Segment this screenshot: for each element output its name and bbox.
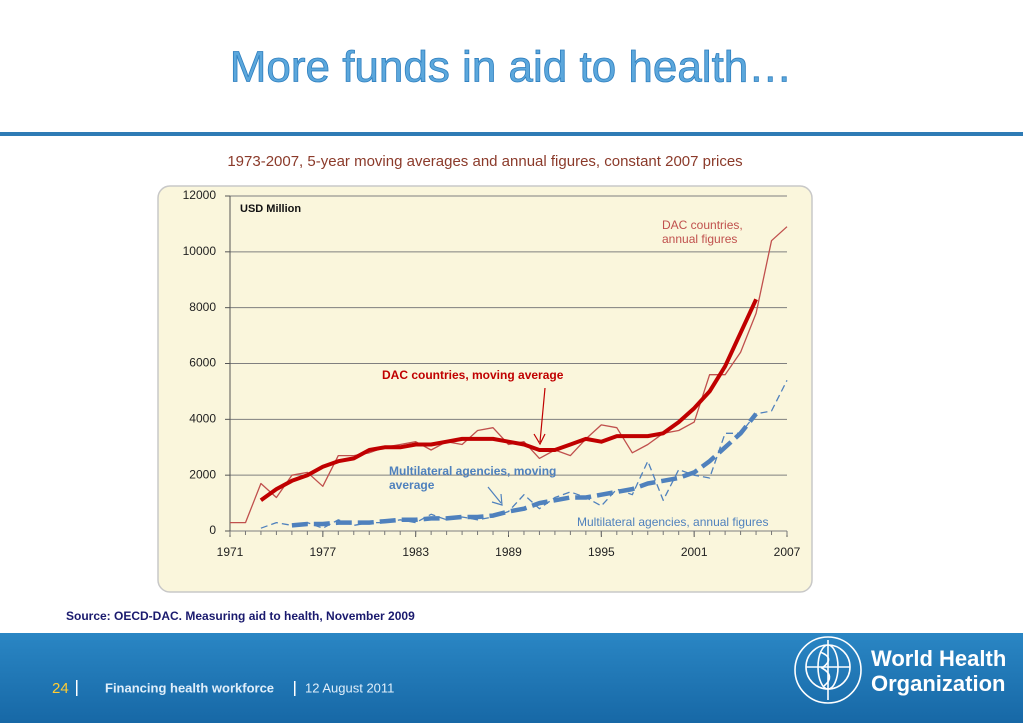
y-tick-label: 12000: [183, 188, 217, 202]
footer-title: Financing health workforce: [105, 680, 274, 695]
y-tick-label: 0: [209, 523, 216, 537]
series-line: [291, 412, 758, 528]
arrow-head: [491, 493, 503, 506]
chart-subtitle: 1973-2007, 5-year moving averages and an…: [227, 153, 742, 170]
arrow: [539, 387, 546, 443]
series-line: [230, 226, 788, 524]
x-tick-label: 2007: [774, 545, 801, 559]
page-number: 24: [52, 680, 69, 697]
who-emblem: [794, 636, 862, 704]
y-tick-label: 6000: [189, 356, 216, 370]
arrow-head: [533, 433, 546, 446]
arrow: [487, 486, 502, 504]
separator: [294, 681, 296, 696]
plot: 0 2000 4000 6000 8000 10000 12000 1971 1977 1983 1…: [183, 188, 801, 559]
y-tick-label: 4000: [189, 412, 216, 426]
series-line: [259, 298, 758, 502]
slide-title: More funds in aid to health…: [230, 43, 793, 92]
y-tick-label: 10000: [183, 244, 217, 258]
y-tick-label: 8000: [189, 300, 216, 314]
title-rule: [0, 132, 1023, 136]
org-name: Organization: [871, 671, 1005, 696]
x-tick-label: 2001: [681, 545, 708, 559]
org-name: World Health: [871, 646, 1006, 671]
annotation: DAC countries, moving average: [382, 368, 564, 382]
source-note: Source: OECD-DAC. Measuring aid to healt…: [66, 609, 415, 623]
x-tick-label: 1989: [495, 545, 522, 559]
annotation: Multilateral agencies, annual figures: [577, 515, 768, 529]
y-tick-label: 2000: [189, 467, 216, 481]
x-tick-label: 1977: [309, 545, 336, 559]
annotation: average: [389, 478, 435, 492]
separator: [76, 680, 78, 696]
annotation: DAC countries,: [662, 218, 743, 232]
x-tick-label: 1983: [402, 545, 429, 559]
annotation: annual figures: [662, 232, 737, 246]
x-tick-label: 1971: [217, 545, 244, 559]
footer-band: [0, 633, 1023, 723]
x-tick-label: 1995: [588, 545, 615, 559]
annotation: Multilateral agencies, moving: [389, 464, 556, 478]
chart-frame: [157, 185, 813, 593]
y-axis-label: USD Million: [240, 203, 301, 215]
footer-date: 12 August 2011: [305, 680, 394, 695]
